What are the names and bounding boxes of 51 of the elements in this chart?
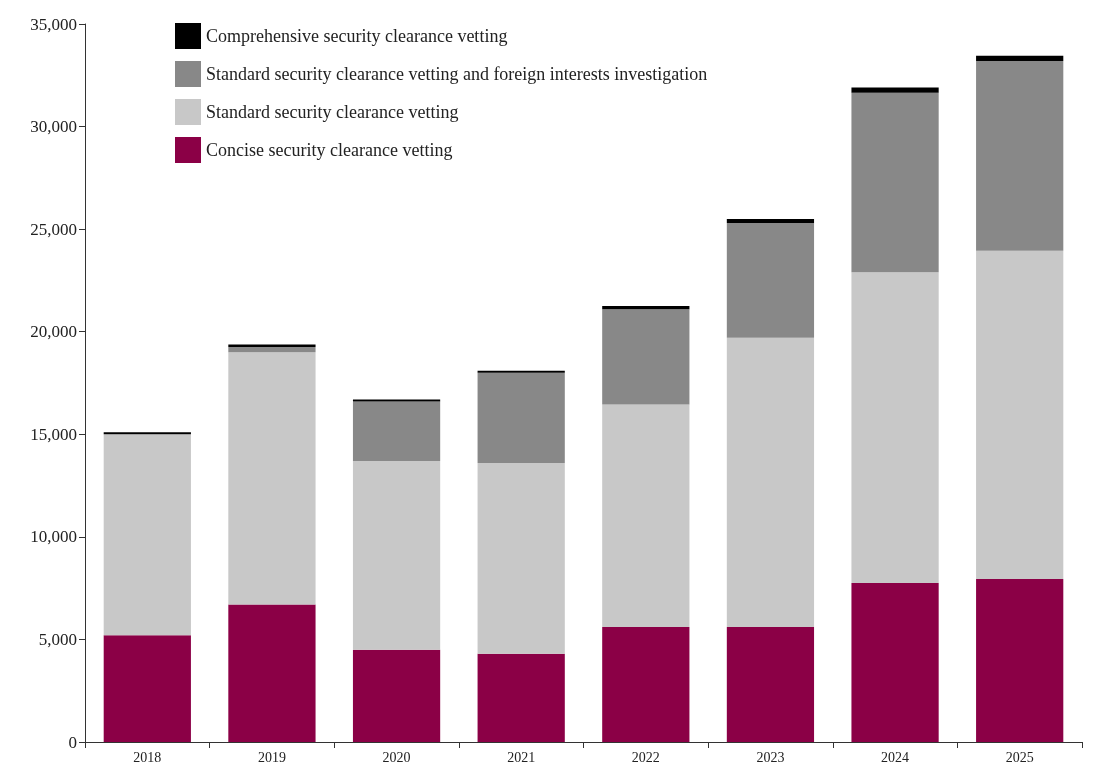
y-tick-label: 0 bbox=[68, 732, 77, 752]
bar bbox=[103, 434, 191, 636]
x-tick-label: 2023 bbox=[756, 749, 785, 765]
bar bbox=[851, 92, 939, 273]
x-tick-label: 2018 bbox=[133, 749, 162, 765]
bar bbox=[352, 399, 441, 402]
y-tick-label: 15,000 bbox=[30, 424, 77, 444]
x-tick-label: 2022 bbox=[631, 749, 660, 765]
x-tick-label: 2021 bbox=[507, 749, 536, 765]
y-tick-label: 35,000 bbox=[30, 14, 77, 34]
bar bbox=[103, 432, 191, 435]
bar bbox=[726, 218, 815, 223]
bar bbox=[976, 55, 1064, 61]
bar bbox=[228, 604, 316, 742]
bar bbox=[976, 60, 1064, 251]
bar bbox=[352, 649, 441, 742]
bar bbox=[103, 635, 191, 742]
x-tick-label: 2024 bbox=[881, 749, 910, 765]
bar bbox=[477, 370, 565, 373]
bar bbox=[477, 463, 565, 654]
legend-label: Concise security clearance vetting bbox=[206, 140, 453, 160]
x-tick-label: 2025 bbox=[1005, 749, 1034, 765]
bar bbox=[352, 460, 441, 650]
bar bbox=[851, 87, 939, 93]
bar bbox=[477, 653, 565, 742]
bar bbox=[726, 222, 815, 338]
bar bbox=[228, 347, 316, 353]
bar bbox=[851, 583, 939, 742]
bar bbox=[352, 401, 441, 461]
legend-label: Standard security clearance vetting and foreign interests investigation bbox=[206, 64, 708, 84]
x-tick-label: 2019 bbox=[257, 749, 286, 765]
y-tick-label: 25,000 bbox=[30, 219, 77, 239]
legend-label: Comprehensive security clearance vetting bbox=[206, 26, 508, 46]
bar bbox=[228, 344, 316, 348]
bar bbox=[602, 306, 690, 310]
bar bbox=[726, 627, 815, 742]
x-tick-label: 2020 bbox=[382, 749, 411, 765]
bar bbox=[976, 250, 1064, 579]
bar bbox=[477, 372, 565, 464]
bar bbox=[602, 627, 690, 742]
y-tick-label: 20,000 bbox=[30, 322, 77, 342]
legend-label: Standard security clearance vetting bbox=[206, 102, 459, 122]
bar bbox=[228, 352, 316, 605]
y-tick-label: 5,000 bbox=[38, 629, 77, 649]
bar bbox=[976, 578, 1064, 742]
bar bbox=[726, 337, 815, 628]
y-tick-label: 10,000 bbox=[30, 527, 77, 547]
bar bbox=[602, 309, 690, 405]
bar bbox=[602, 404, 690, 628]
bar bbox=[851, 272, 939, 584]
y-tick-label: 30,000 bbox=[30, 117, 77, 137]
